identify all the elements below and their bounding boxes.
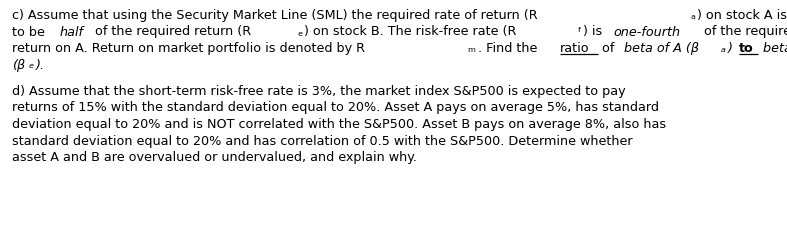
- Text: ) on stock A is found: ) on stock A is found: [696, 9, 787, 22]
- Text: ) is: ) is: [583, 25, 606, 39]
- Text: (β: (β: [12, 58, 25, 72]
- Text: beta of A (β: beta of A (β: [624, 42, 699, 55]
- Text: return on A. Return on market portfolio is denoted by R: return on A. Return on market portfolio …: [12, 42, 365, 55]
- Text: ₐ: ₐ: [690, 9, 695, 22]
- Text: ratio: ratio: [560, 42, 589, 55]
- Text: d) Assume that the short-term risk-free rate is 3%, the market index S&P500 is e: d) Assume that the short-term risk-free …: [12, 85, 626, 98]
- Text: standard deviation equal to 20% and has correlation of 0.5 with the S&P500. Dete: standard deviation equal to 20% and has …: [12, 134, 633, 148]
- Text: ₑ: ₑ: [29, 58, 35, 72]
- Text: beta of B: beta of B: [763, 42, 787, 55]
- Text: to be: to be: [12, 25, 49, 39]
- Text: ₑ: ₑ: [297, 25, 302, 39]
- Text: ): ): [727, 42, 737, 55]
- Text: ₐ: ₐ: [721, 42, 726, 55]
- Text: c) Assume that using the Security Market Line (SML) the required rate of return : c) Assume that using the Security Market…: [12, 9, 538, 22]
- Text: asset A and B are overvalued or undervalued, and explain why.: asset A and B are overvalued or underval…: [12, 151, 417, 164]
- Text: half: half: [60, 25, 83, 39]
- Text: ) on stock B. The risk-free rate (R: ) on stock B. The risk-free rate (R: [304, 25, 516, 39]
- Text: ).: ).: [36, 58, 45, 72]
- Text: ᶠ: ᶠ: [578, 25, 582, 39]
- Text: deviation equal to 20% and is NOT correlated with the S&P500. Asset B pays on av: deviation equal to 20% and is NOT correl…: [12, 118, 666, 131]
- Text: ₘ: ₘ: [467, 42, 475, 55]
- Text: of the required: of the required: [700, 25, 787, 39]
- Text: . Find the: . Find the: [478, 42, 541, 55]
- Text: one-fourth: one-fourth: [613, 25, 680, 39]
- Text: returns of 15% with the standard deviation equal to 20%. Asset A pays on average: returns of 15% with the standard deviati…: [12, 101, 659, 115]
- Text: of: of: [598, 42, 618, 55]
- Text: of the required return (R: of the required return (R: [91, 25, 251, 39]
- Text: to: to: [739, 42, 754, 55]
